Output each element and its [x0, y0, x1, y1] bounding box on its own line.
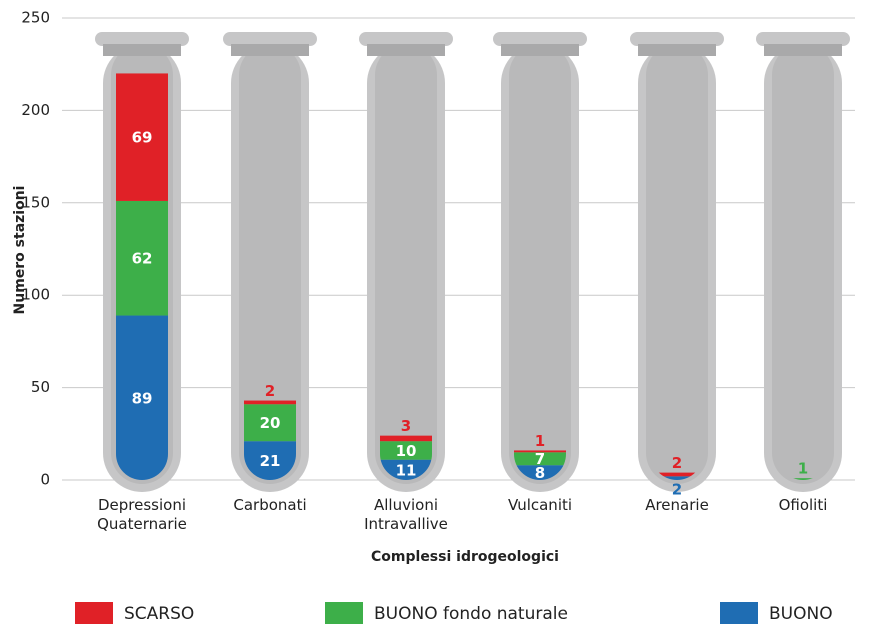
x-tick-label: Alluvioni Intravallive — [364, 496, 448, 533]
tube-neck — [367, 44, 445, 56]
bar — [116, 73, 168, 201]
tube-rim — [95, 32, 189, 46]
tube-neck — [231, 44, 309, 56]
y-tick-label: 0 — [40, 471, 50, 489]
bar-group — [116, 73, 168, 480]
bar — [380, 441, 432, 460]
x-tick-label: Carbonati — [233, 496, 307, 514]
value-label: 69 — [132, 129, 153, 147]
bar — [514, 465, 566, 480]
bar-group — [651, 472, 703, 480]
bar — [116, 315, 168, 480]
value-label: 3 — [401, 417, 411, 435]
legend-label: SCARSO — [124, 604, 194, 624]
value-label: 8 — [535, 464, 545, 482]
bar — [380, 459, 432, 480]
bar — [651, 476, 703, 480]
tube-inner — [375, 44, 437, 484]
value-label: 89 — [132, 389, 153, 407]
tube-rim — [756, 32, 850, 46]
bar — [380, 435, 432, 442]
bar-group — [777, 478, 829, 480]
tube-neck — [764, 44, 842, 56]
tube-inner — [509, 44, 571, 484]
value-label: 21 — [260, 452, 281, 470]
y-tick-label: 150 — [21, 193, 50, 211]
bar — [777, 478, 829, 480]
value-label: 10 — [396, 442, 417, 460]
tube-inner — [772, 44, 834, 484]
tube-rim — [493, 32, 587, 46]
value-label: 1 — [535, 432, 545, 450]
y-tick-label: 50 — [31, 378, 50, 396]
legend-swatch — [720, 602, 758, 624]
value-label: 62 — [132, 250, 153, 268]
legend-swatch — [325, 602, 363, 624]
y-tick-label: 250 — [21, 9, 50, 27]
value-label: 2 — [265, 382, 275, 400]
y-tick-label: 200 — [21, 101, 50, 119]
tube-inner — [239, 44, 301, 484]
bar — [514, 452, 566, 466]
tube-inner — [646, 44, 708, 484]
value-label: 20 — [260, 414, 281, 432]
tube-rim — [630, 32, 724, 46]
value-label: 7 — [535, 450, 545, 468]
bar-group — [380, 435, 432, 480]
bar — [244, 400, 296, 405]
bar — [244, 404, 296, 442]
value-label: 1 — [798, 460, 808, 478]
tube-rim — [223, 32, 317, 46]
legend-swatch — [75, 602, 113, 624]
x-tick-label: Depressioni Quaternarie — [97, 496, 187, 533]
value-label: 11 — [396, 461, 417, 479]
y-axis-label: Numero stazioni — [12, 186, 28, 315]
x-tick-label: Ofioliti — [778, 496, 828, 514]
value-label: 2 — [672, 454, 682, 472]
bar-group — [514, 450, 566, 480]
tube-neck — [501, 44, 579, 56]
bar — [514, 450, 566, 453]
tube-neck — [638, 44, 716, 56]
value-label: 2 — [672, 481, 682, 499]
x-tick-label: Arenarie — [645, 496, 709, 514]
x-axis-label: Complessi idrogeologici — [371, 549, 559, 565]
tube-rim — [359, 32, 453, 46]
tube-neck — [103, 44, 181, 56]
x-tick-label: Vulcaniti — [507, 496, 573, 514]
legend-label: BUONO — [769, 604, 833, 624]
legend-label: BUONO fondo naturale — [374, 604, 568, 624]
bar — [116, 200, 168, 316]
y-tick-label: 100 — [21, 286, 50, 304]
bar — [651, 472, 703, 477]
